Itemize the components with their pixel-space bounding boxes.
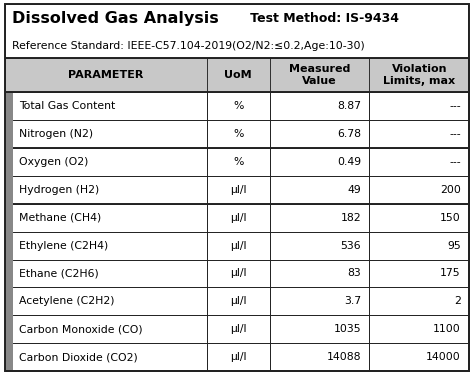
Text: Violation
Limits, max: Violation Limits, max [383,64,456,86]
Bar [270,344,369,371]
Text: 83: 83 [347,268,361,279]
Text: 8.87: 8.87 [337,101,361,111]
Bar [369,232,469,260]
Bar [5,288,207,315]
Bar [207,92,270,120]
Bar [369,315,469,344]
Bar [207,58,270,92]
Bar [270,288,369,315]
Text: 14088: 14088 [327,352,361,362]
Text: Reference Standard: IEEE-C57.104-2019(O2/N2:≤0.2,Age:10-30): Reference Standard: IEEE-C57.104-2019(O2… [12,41,365,51]
Bar [369,120,469,148]
Bar [207,148,270,176]
Text: Acetylene (C2H2): Acetylene (C2H2) [18,296,114,306]
Bar [270,176,369,204]
Bar [207,288,270,315]
Text: Carbon Dioxide (CO2): Carbon Dioxide (CO2) [18,352,137,362]
Bar [5,204,207,232]
Text: μl/l: μl/l [230,268,246,279]
Bar [207,176,270,204]
Bar [270,58,369,92]
Bar [5,58,207,92]
Bar [5,232,207,260]
Text: 0.49: 0.49 [337,157,361,167]
Bar [369,58,469,92]
Text: 2: 2 [454,296,461,306]
Text: 6.78: 6.78 [337,129,361,139]
Bar [5,120,207,148]
Text: μl/l: μl/l [230,352,246,362]
Bar [5,92,13,371]
Bar [207,315,270,344]
Bar [270,232,369,260]
Text: UoM: UoM [224,70,252,80]
Text: PARAMETER: PARAMETER [68,70,144,80]
Bar [369,204,469,232]
Text: Nitrogen (N2): Nitrogen (N2) [18,129,93,139]
Bar [369,260,469,288]
Bar [270,204,369,232]
Bar [5,315,207,344]
Text: 536: 536 [340,241,361,250]
Bar [270,92,369,120]
Text: Ethylene (C2H4): Ethylene (C2H4) [18,241,108,250]
Text: ---: --- [449,129,461,139]
Bar [207,120,270,148]
Bar [369,92,469,120]
Text: 1035: 1035 [333,324,361,334]
Bar [369,344,469,371]
Bar [207,232,270,260]
Bar [5,148,207,176]
Text: 3.7: 3.7 [344,296,361,306]
Bar [5,92,207,120]
Text: 200: 200 [440,185,461,195]
Text: 95: 95 [447,241,461,250]
Bar [270,148,369,176]
Text: %: % [233,101,243,111]
Text: 1100: 1100 [433,324,461,334]
Text: 14000: 14000 [426,352,461,362]
Bar [5,344,207,371]
Text: ---: --- [449,157,461,167]
Text: %: % [233,157,243,167]
Bar [207,204,270,232]
Text: μl/l: μl/l [230,213,246,223]
Bar [369,148,469,176]
Text: μl/l: μl/l [230,324,246,334]
Text: Hydrogen (H2): Hydrogen (H2) [18,185,99,195]
Bar [207,260,270,288]
Text: Total Gas Content: Total Gas Content [18,101,115,111]
Bar [270,120,369,148]
Text: Oxygen (O2): Oxygen (O2) [18,157,88,167]
Text: 182: 182 [340,213,361,223]
Text: μl/l: μl/l [230,296,246,306]
Bar [5,176,207,204]
Bar [270,315,369,344]
Text: Measured
Value: Measured Value [289,64,350,86]
Bar [369,288,469,315]
Text: 49: 49 [347,185,361,195]
Bar [270,260,369,288]
Text: Methane (CH4): Methane (CH4) [18,213,101,223]
Text: %: % [233,129,243,139]
Text: Carbon Monoxide (CO): Carbon Monoxide (CO) [18,324,142,334]
Text: μl/l: μl/l [230,185,246,195]
Text: μl/l: μl/l [230,241,246,250]
Bar [369,176,469,204]
Bar [207,344,270,371]
Bar [5,260,207,288]
Text: Test Method: IS-9434: Test Method: IS-9434 [237,12,399,25]
Text: Dissolved Gas Analysis: Dissolved Gas Analysis [12,11,219,26]
Bar [5,4,469,58]
Text: ---: --- [449,101,461,111]
Text: 175: 175 [440,268,461,279]
Text: 150: 150 [440,213,461,223]
Text: Ethane (C2H6): Ethane (C2H6) [18,268,99,279]
